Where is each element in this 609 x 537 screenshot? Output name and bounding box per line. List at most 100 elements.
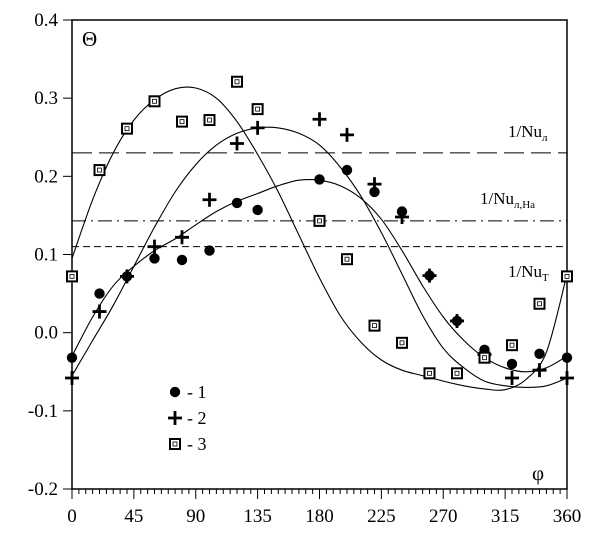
legend-label-3: - 3 [187,434,207,454]
series-3-point-outer [231,75,243,88]
ref-label-nu-l: 1/Nuл [508,122,548,144]
series-2-point [147,239,162,254]
series-3-point [121,122,133,135]
series-3-point-outer [313,214,326,227]
series-2-point [532,363,547,378]
series-2-point [367,177,382,192]
series-2-point [312,112,327,127]
series-3-point-inner [207,117,212,123]
series-1-point [231,197,243,209]
series-1-point [149,253,160,264]
x-tick-label: 135 [243,506,272,527]
legend-marker-2 [168,411,182,425]
series-3-point-outer [148,95,161,108]
legend-marker-3-inner [172,441,178,447]
y-tick-label: 0.4 [34,10,58,31]
series-3-point-inner [372,323,377,329]
series-1-point [534,348,545,359]
series-3-point [506,339,518,352]
series-3-point [148,95,161,108]
series-3-point-outer [341,253,353,266]
y-tick-label: -0.1 [28,401,58,422]
y-tick-label: 0.2 [34,166,58,187]
fit-curve-3 [71,86,568,391]
series-3-point [533,297,546,310]
reference-line-labels: 1/Nuл 1/Nuл,Ha 1/NuT [480,122,549,284]
plot-frame [71,19,568,490]
series-2-point [422,268,437,283]
series-3-point-inner [454,370,460,376]
series-3-point-outer [396,336,408,349]
series-1-point [204,245,215,256]
legend-marker-3 [169,438,181,450]
series-2-point [340,127,354,142]
series-1-point [66,352,78,363]
series-3-point [451,367,463,380]
series-3-point-outer [93,164,106,177]
series-3-point-inner [537,301,542,307]
x-tick-label: 360 [553,506,582,527]
series-2-point [92,304,107,319]
series-3-point-outer [478,351,491,364]
x-tick-label: 0 [67,506,77,527]
x-tick-label: 45 [124,506,143,527]
series-3-point [231,75,243,88]
legend-marker-1 [169,386,181,398]
series-1-point [341,164,353,176]
x-tick-label: 180 [305,506,334,527]
series-2-point [120,269,134,284]
series-3-point-outer [203,114,216,127]
series-2-point [230,136,244,151]
series-2-point [250,120,265,135]
series-3-point [341,253,353,266]
series-3-point-inner [564,273,570,279]
tick-labels: 0 45 90 135 180 225 270 315 360 -0.2 -0.1 0.0 0.1 0.2… [28,10,581,527]
series-1-point [252,204,263,216]
series-1-point [176,254,188,266]
series-3-point-inner [255,106,261,112]
fit-curve-1 [71,178,568,373]
series-1-point [314,174,325,185]
series-3-point-outer [176,115,188,128]
series-3-point-inner [399,340,405,346]
series-3-point [203,114,216,127]
series-3-point-inner [69,273,75,279]
series-3-point [478,351,491,364]
legend: - 1 - 2 - 3 [168,382,207,454]
fit-curve-2 [71,126,568,388]
series-3-point [251,103,264,116]
series-2-point [202,192,217,207]
series-3-point-outer [66,270,78,283]
series-1-point [506,358,518,370]
series-2-point [560,371,574,386]
x-tick-label: 90 [186,506,205,527]
y-tick-label: 0.1 [34,245,58,266]
series-3-point-outer [451,367,463,380]
x-tick-label: 225 [367,506,396,527]
series-3-point-inner [317,218,322,224]
series-3-point-inner [427,370,432,376]
series-3-point-outer [368,319,381,332]
series-3-point-outer [561,270,573,283]
ref-label-nu-t: 1/NuT [508,262,549,284]
series-3-point [93,164,106,177]
series-3-point [396,336,408,349]
series-2-point [505,371,519,386]
x-axis-label: φ [532,461,544,485]
legend-label-1: - 1 [187,382,207,402]
series-3-point-outer [423,367,436,380]
series-3-point-inner [344,256,350,262]
series-3-point-inner [97,167,102,173]
series-2-point [395,209,409,224]
series-3-point-outer [251,103,264,116]
y-tick-label: 0.3 [34,88,58,109]
ref-label-nu-l-ha: 1/Nuл,Ha [480,189,535,211]
series-3-point-outer [533,297,546,310]
y-tick-label: 0.0 [34,323,58,344]
legend-label-2: - 2 [187,408,207,428]
axis-ticks [63,19,568,499]
series-3-point [561,270,573,283]
fit-curves [71,86,568,391]
series-2-point [65,371,79,386]
